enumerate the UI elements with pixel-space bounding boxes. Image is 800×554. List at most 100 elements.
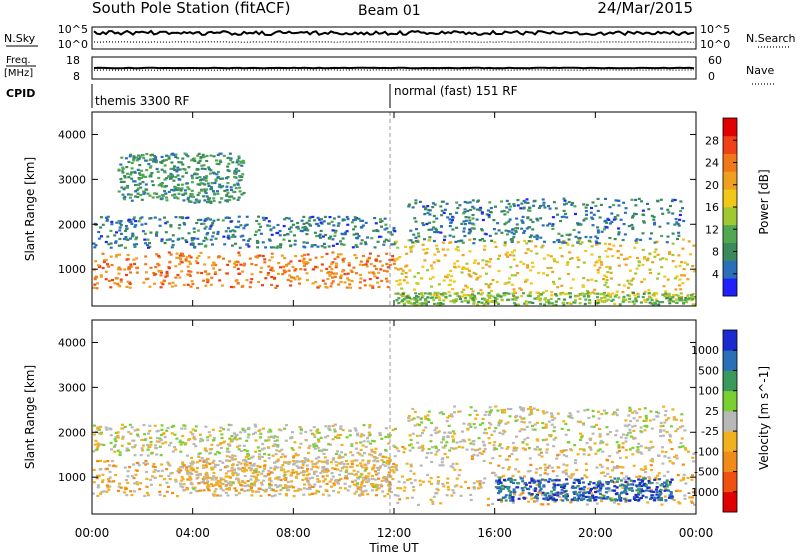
range-gate-cell [596, 292, 600, 295]
range-gate-cell [316, 466, 320, 469]
range-gate-cell [262, 218, 266, 222]
range-gate-cell [681, 282, 685, 285]
range-gate-cell [212, 261, 216, 264]
range-gate-cell [355, 490, 359, 493]
range-gate-cell [229, 157, 233, 160]
range-gate-cell [385, 462, 389, 465]
range-gate-cell [192, 437, 196, 440]
range-gate-cell [130, 167, 134, 170]
range-gate-cell [409, 248, 413, 251]
range-gate-cell [261, 442, 265, 446]
range-gate-cell [656, 253, 660, 256]
range-gate-cell [339, 280, 343, 284]
range-gate-cell [623, 211, 627, 214]
range-gate-cell [594, 204, 598, 208]
range-gate-cell [478, 423, 482, 426]
range-gate-cell [551, 227, 555, 230]
range-gate-cell [354, 218, 357, 221]
range-gate-cell [469, 295, 473, 298]
range-gate-cell [163, 171, 167, 174]
range-gate-cell [530, 497, 534, 500]
range-gate-cell [441, 446, 445, 449]
range-gate-cell [123, 268, 127, 271]
range-gate-cell [450, 219, 454, 222]
range-gate-cell [440, 461, 444, 464]
range-gate-cell [325, 286, 329, 289]
range-gate-cell [126, 184, 130, 188]
range-gate-cell [372, 466, 375, 469]
range-gate-cell [132, 439, 136, 442]
range-gate-cell [414, 297, 418, 300]
range-gate-cell [578, 302, 582, 305]
range-gate-cell [114, 431, 118, 434]
range-gate-cell [356, 434, 360, 437]
range-gate-cell [149, 436, 153, 439]
range-gate-cell [165, 274, 169, 277]
range-gate-cell [631, 214, 635, 217]
range-gate-cell [271, 444, 275, 448]
range-gate-cell [203, 183, 207, 186]
range-gate-cell [212, 267, 216, 270]
range-gate-cell [171, 243, 175, 247]
range-gate-cell [546, 443, 550, 446]
range-gate-cell [666, 296, 670, 299]
range-gate-cell [245, 223, 249, 226]
range-gate-cell [669, 435, 672, 438]
range-gate-cell [598, 427, 601, 431]
range-gate-cell [586, 487, 590, 490]
range-gate-cell [186, 470, 190, 473]
range-gate-cell [471, 297, 475, 300]
range-gate-cell [205, 195, 209, 198]
range-gate-cell [144, 175, 148, 178]
range-gate-cell [220, 284, 224, 287]
range-gate-cell [611, 469, 614, 472]
range-gate-cell [196, 183, 200, 186]
range-gate-cell [450, 415, 454, 418]
range-gate-cell [179, 161, 183, 164]
range-gate-cell [291, 469, 295, 472]
range-gate-cell [662, 405, 666, 408]
range-gate-cell [537, 482, 541, 486]
range-gate-cell [125, 449, 129, 452]
range-gate-cell [285, 494, 288, 497]
range-gate-cell [283, 484, 287, 487]
range-gate-cell [375, 460, 379, 463]
range-gate-cell [457, 265, 461, 268]
range-gate-cell [235, 161, 239, 164]
range-gate-cell [337, 491, 341, 494]
range-gate-cell [104, 216, 108, 219]
range-gate-cell [664, 484, 668, 487]
range-gate-cell [152, 462, 156, 466]
range-gate-cell [165, 158, 168, 162]
range-gate-cell [492, 219, 496, 222]
range-gate-cell [402, 302, 406, 305]
range-gate-cell [359, 464, 363, 467]
range-gate-cell [618, 456, 622, 459]
range-gate-cell [254, 425, 258, 428]
range-gate-cell [571, 244, 575, 247]
range-gate-cell [648, 252, 652, 255]
range-gate-cell [547, 480, 551, 483]
range-gate-cell [129, 263, 133, 266]
range-gate-cell [653, 496, 657, 499]
range-gate-cell [539, 451, 543, 454]
range-gate-cell [634, 272, 638, 275]
range-gate-cell [479, 486, 483, 489]
range-gate-cell [153, 155, 157, 158]
nsearch-label: N.Search [746, 32, 796, 45]
range-gate-cell [136, 195, 140, 199]
range-gate-cell [544, 297, 548, 300]
range-gate-cell [395, 464, 398, 467]
range-gate-cell [563, 203, 566, 206]
range-gate-cell [660, 450, 664, 453]
range-gate-cell [409, 250, 413, 253]
range-gate-cell [417, 232, 420, 235]
range-gate-cell [606, 487, 610, 490]
range-gate-cell [615, 429, 619, 432]
range-gate-cell [319, 229, 323, 232]
range-gate-cell [653, 255, 657, 258]
range-gate-cell [682, 473, 686, 476]
range-gate-cell [165, 490, 169, 493]
range-gate-cell [483, 298, 487, 301]
range-gate-cell [287, 485, 291, 488]
